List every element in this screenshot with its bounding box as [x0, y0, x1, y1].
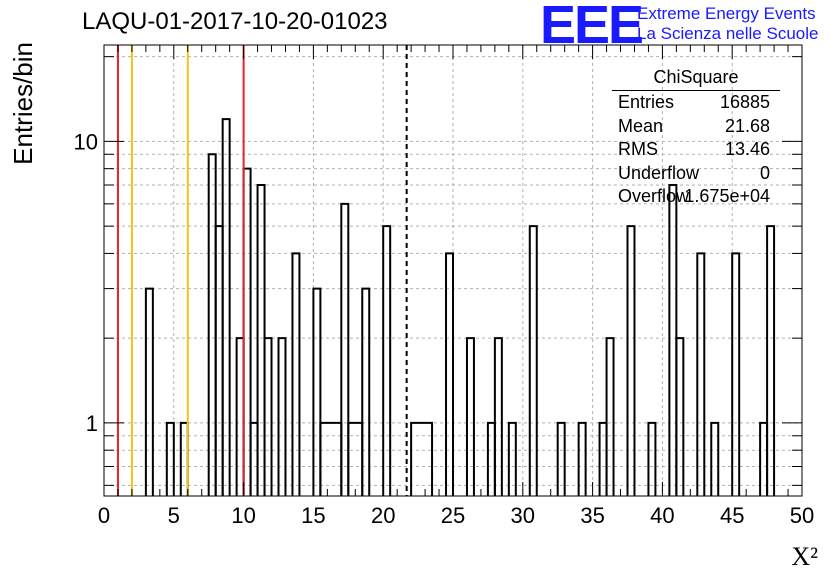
- stats-key: Overflow: [618, 186, 690, 206]
- histogram-bin: [410, 421, 434, 496]
- stats-row: Overflow 1.675e+04: [612, 185, 780, 209]
- stats-key: Underflow: [618, 162, 700, 183]
- eee-logo-line2: La Scienza nelle Scuole: [637, 24, 819, 43]
- stats-row: RMS 13.46: [612, 138, 780, 162]
- histogram-bin: [277, 337, 287, 496]
- histogram-bin: [731, 252, 741, 496]
- histogram-bin: [291, 252, 301, 496]
- x-tick-label: 10: [231, 503, 255, 528]
- histogram-bin: [556, 421, 566, 496]
- axis-tick-labels: 0 5 10 15 20 25 30 35 40 45 50 1 10: [74, 129, 815, 528]
- eee-logo: EEE: [540, 0, 644, 55]
- stats-value: 1.675e+04: [684, 186, 770, 206]
- histogram-bin: [340, 202, 350, 496]
- histogram-bin: [696, 252, 706, 496]
- histogram-bin: [256, 184, 266, 496]
- histogram-bin: [207, 153, 217, 496]
- stats-key: RMS: [618, 139, 658, 159]
- axis-ticks: [103, 45, 803, 496]
- x-tick-label: 5: [168, 503, 180, 528]
- histogram-bin: [577, 421, 587, 496]
- stats-row: Entries 16885: [612, 91, 780, 115]
- stats-key: Entries: [618, 92, 675, 112]
- histogram-bin: [144, 287, 154, 496]
- histogram-bin: [605, 337, 615, 496]
- histogram-bin: [214, 225, 224, 496]
- histogram-bin: [675, 337, 685, 496]
- x-axis-label: X²: [791, 542, 818, 571]
- marker-lines: [116, 45, 408, 496]
- y-tick-label: 10: [74, 129, 98, 154]
- x-tick-label: 0: [98, 503, 110, 528]
- histogram-bin: [361, 287, 371, 496]
- x-tick-label: 30: [511, 503, 535, 528]
- stats-row: Mean 21.68: [612, 115, 780, 139]
- stats-value: 13.46: [724, 139, 770, 159]
- plot-title: LAQU-01-2017-10-20-01023: [82, 8, 388, 35]
- histogram-bin: [235, 337, 245, 496]
- x-tick-label: 35: [580, 503, 604, 528]
- histogram-bin: [507, 421, 517, 496]
- y-axis-label: Entries/bin: [8, 42, 38, 165]
- stats-value: 0: [759, 162, 770, 183]
- x-tick-label: 45: [720, 503, 744, 528]
- histogram-bin: [528, 225, 538, 496]
- x-tick-label: 40: [650, 503, 674, 528]
- y-tick-label: 1: [86, 411, 98, 436]
- stats-box: ChiSquare Entries 16885 Mean 21.68 RMS 13.4…: [612, 66, 780, 209]
- stats-row: Underflow 0: [612, 162, 780, 186]
- histogram-bin: [710, 421, 720, 496]
- stats-value: 16885: [719, 92, 770, 112]
- x-tick-label: 15: [301, 503, 325, 528]
- histogram-bin: [165, 421, 175, 496]
- x-tick-label: 50: [790, 503, 814, 528]
- histogram-bin: [382, 225, 392, 496]
- histogram-bin: [242, 167, 252, 496]
- histogram-bin: [312, 287, 322, 496]
- histogram-bin: [626, 225, 636, 496]
- stats-value: 21.68: [724, 115, 770, 136]
- histogram-bin: [221, 118, 231, 496]
- stats-title: ChiSquare: [612, 66, 780, 91]
- histogram-bin: [445, 252, 454, 496]
- histogram-bin: [493, 337, 503, 496]
- x-tick-label: 25: [441, 503, 465, 528]
- histogram-bin: [766, 225, 776, 496]
- stats-key: Mean: [618, 115, 664, 136]
- histogram-bin: [668, 184, 678, 496]
- eee-logo-line1: Extreme Energy Events: [637, 4, 816, 23]
- histogram-bin: [465, 337, 475, 496]
- histogram-bin: [647, 421, 657, 496]
- x-tick-label: 20: [371, 503, 395, 528]
- histogram-bin: [263, 337, 273, 496]
- histogram-bars: [144, 118, 776, 496]
